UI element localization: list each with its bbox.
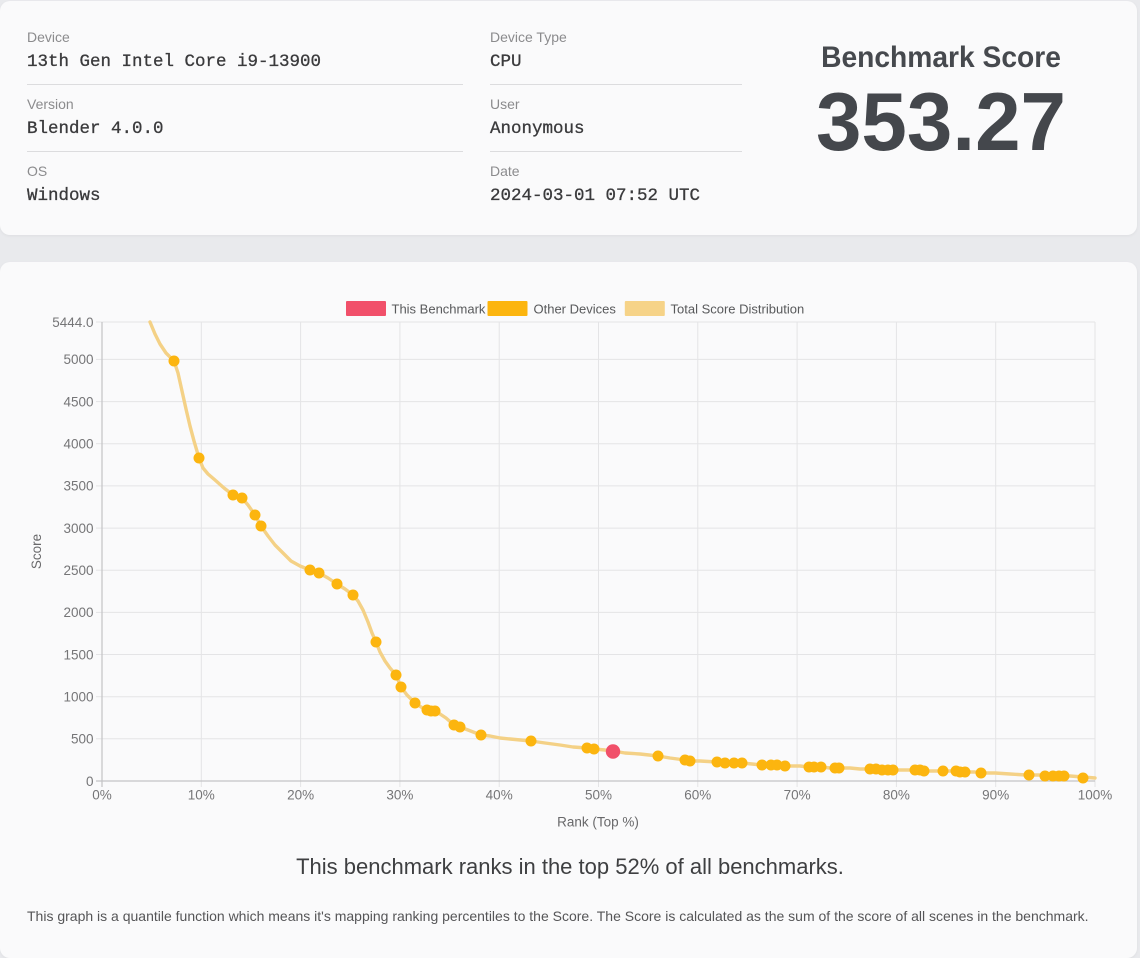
svg-text:5000: 5000 (63, 352, 93, 367)
svg-text:0%: 0% (92, 788, 112, 803)
svg-text:4500: 4500 (63, 394, 93, 409)
svg-text:30%: 30% (386, 788, 413, 803)
svg-text:2000: 2000 (63, 605, 93, 620)
svg-text:1000: 1000 (63, 690, 93, 705)
svg-text:20%: 20% (287, 788, 314, 803)
svg-text:100%: 100% (1078, 788, 1113, 803)
svg-text:70%: 70% (784, 788, 811, 803)
svg-text:Rank (Top %): Rank (Top %) (557, 815, 639, 830)
svg-text:3500: 3500 (63, 479, 93, 494)
svg-text:90%: 90% (982, 788, 1009, 803)
svg-text:1500: 1500 (63, 647, 93, 662)
svg-text:Other Devices: Other Devices (534, 302, 617, 317)
svg-text:10%: 10% (188, 788, 215, 803)
svg-text:60%: 60% (684, 788, 711, 803)
svg-text:3000: 3000 (63, 521, 93, 536)
svg-text:40%: 40% (486, 788, 513, 803)
svg-text:2500: 2500 (63, 563, 93, 578)
svg-text:Total Score Distribution: Total Score Distribution (671, 302, 805, 317)
svg-text:50%: 50% (585, 788, 612, 803)
svg-text:4000: 4000 (63, 437, 93, 452)
svg-text:500: 500 (71, 732, 94, 747)
svg-text:80%: 80% (883, 788, 910, 803)
svg-text:Score: Score (29, 534, 44, 569)
svg-text:This Benchmark: This Benchmark (392, 302, 486, 317)
svg-text:5444.0: 5444.0 (52, 315, 93, 330)
svg-text:0: 0 (86, 774, 94, 789)
